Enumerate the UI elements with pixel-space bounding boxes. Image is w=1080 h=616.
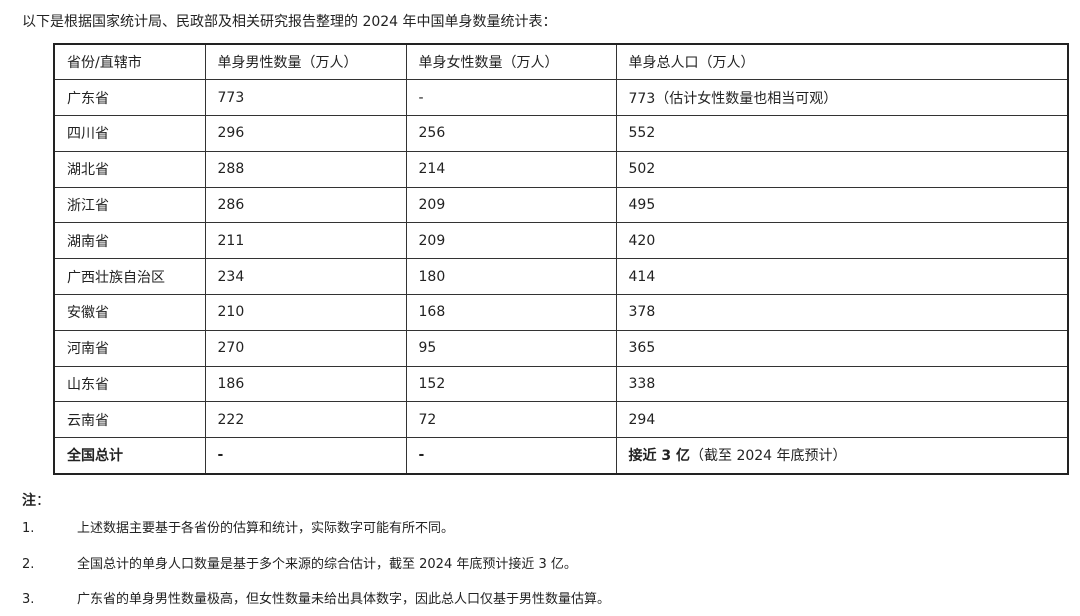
total-female-text: - [418,447,425,464]
total-value-bold: 接近 3 亿 [628,448,691,465]
note-number: 1. [22,521,35,536]
note-item: 2. 全国总计的单身人口数量是基于多个来源的综合估计，截至 2024 年底预计接近… [22,553,577,572]
total-male-text: - [217,447,224,464]
header-cell: 单身总人口（万人） [615,43,1069,81]
male-cell: 234 [204,258,407,296]
table-row: 湖北省 288 214 502 [53,150,1069,188]
table-row: 浙江省 286 209 495 [53,186,1069,224]
total-row: 全国总计 - - 接近 3 亿（截至 2024 年底预计） [53,437,1069,475]
male-cell: 773 [204,79,407,117]
table-row: 云南省 222 72 294 [53,401,1069,439]
male-cell: 286 [204,186,407,224]
total-cell: 420 [615,222,1069,260]
table-row: 广东省 773-773（估计女性数量也相当可观） [53,79,1069,117]
note-text: 上述数据主要基于各省份的估算和统计，实际数字可能有所不同。 [77,521,455,536]
total-label-text: 全国总计 [67,448,123,465]
female-cell: 209 [405,222,617,260]
province-cell: 山东省 [53,365,206,403]
province-cell: 湖南省 [53,222,206,260]
table-row: 山东省 186 152 338 [53,365,1069,403]
table-row: 湖南省 211 209 420 [53,222,1069,260]
province-cell: 云南省 [53,401,206,439]
male-cell: 222 [204,401,407,439]
total-value-note: （截至 2024 年底预计） [690,448,847,465]
province-cell: 安徽省 [53,294,206,331]
total-cell: 495 [615,186,1069,224]
male-cell: 288 [204,150,407,188]
male-cell: 270 [204,329,407,367]
female-cell: 152 [405,365,617,403]
intro-text: 以下是根据国家统计局、民政部及相关研究报告整理的 2024 年中国单身数量统计表… [22,14,557,30]
female-cell: 72 [405,401,617,439]
note-item: 1. 上述数据主要基于各省份的估算和统计，实际数字可能有所不同。 [22,517,454,536]
province-cell: 浙江省 [53,186,206,224]
total-cell: 414 [615,258,1069,296]
notes-colon: ： [36,493,50,509]
female-cell: - [405,79,617,117]
note-number: 3. [22,592,35,607]
female-cell: 95 [405,329,617,367]
table-row: 四川省 296 256 552 [53,115,1069,152]
total-label: 全国总计 [53,437,206,475]
table-header-row: 省份/直辖市 单身男性数量（万人） 单身女性数量（万人） 单身总人口（万人） [53,43,1069,81]
note-item: 3. 广东省的单身男性数量极高，但女性数量未给出具体数字，因此总人口仅基于男性数量… [22,588,610,607]
singles-table: 省份/直辖市 单身男性数量（万人） 单身女性数量（万人） 单身总人口（万人） 广… [53,43,1069,475]
male-cell: 211 [204,222,407,260]
header-cell: 单身男性数量（万人） [204,43,407,81]
table-row: 安徽省 210 168 378 [53,294,1069,331]
notes-title-label: 注 [22,493,36,509]
total-cell: 378 [615,294,1069,331]
province-cell: 四川省 [53,115,206,152]
total-cell: 365 [615,329,1069,367]
male-cell: 210 [204,294,407,331]
note-number: 2. [22,557,35,572]
female-cell: 180 [405,258,617,296]
total-cell: 294 [615,401,1069,439]
note-text: 全国总计的单身人口数量是基于多个来源的综合估计，截至 2024 年底预计接近 3… [77,557,577,572]
female-cell: 256 [405,115,617,152]
header-cell: 单身女性数量（万人） [405,43,617,81]
province-cell: 湖北省 [53,150,206,188]
male-cell: 296 [204,115,407,152]
table-row: 河南省 270 95 365 [53,329,1069,367]
note-text: 广东省的单身男性数量极高，但女性数量未给出具体数字，因此总人口仅基于男性数量估算… [77,592,611,607]
province-cell: 河南省 [53,329,206,367]
female-cell: 168 [405,294,617,331]
province-cell: 广东省 [53,79,206,117]
total-male: - [204,437,407,475]
notes-title: 注： [22,490,50,510]
total-cell: 552 [615,115,1069,152]
male-cell: 186 [204,365,407,403]
female-cell: 209 [405,186,617,224]
total-cell: 773（估计女性数量也相当可观） [615,79,1069,117]
total-cell: 502 [615,150,1069,188]
header-cell: 省份/直辖市 [53,43,206,81]
province-cell: 广西壮族自治区 [53,258,206,296]
total-cell: 338 [615,365,1069,403]
total-value: 接近 3 亿（截至 2024 年底预计） [615,437,1069,475]
table-row: 广西壮族自治区 234 180 414 [53,258,1069,296]
total-female: - [405,437,617,475]
female-cell: 214 [405,150,617,188]
